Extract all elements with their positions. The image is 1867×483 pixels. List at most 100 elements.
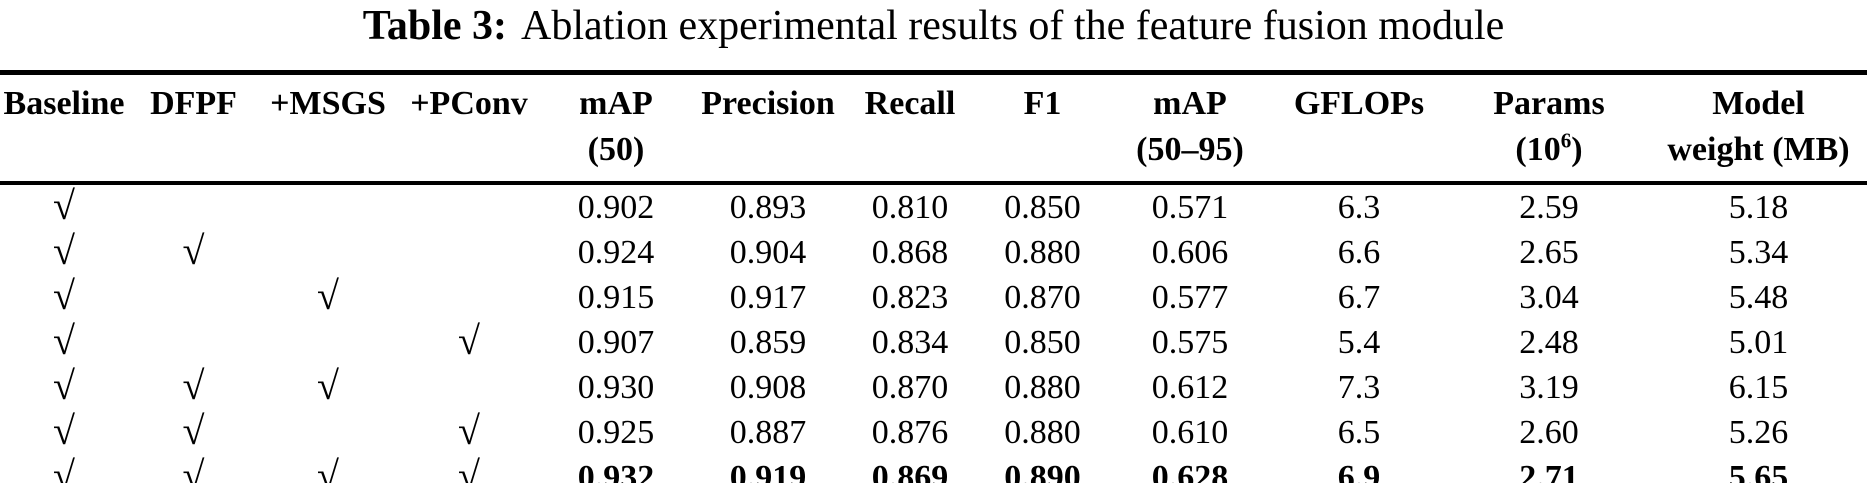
check-cell-pconv: √ [397,410,541,455]
check-cell-msgs [259,230,397,275]
check-cell-baseline: √ [0,455,128,483]
check-cell-dfpf: √ [128,410,259,455]
checkmark-icon: √ [53,318,75,363]
value-cell-gflops: 7.3 [1337,368,1381,406]
value-cell-model-weight: 5.01 [1728,323,1789,361]
value-cell-gflops: 6.5 [1337,413,1381,451]
checkmark-icon: √ [53,453,75,483]
header-cell-map5095: mAP (50–95) [1110,72,1270,185]
check-cell-pconv: √ [397,320,541,365]
table-caption-text: Ablation experimental results of the fea… [521,3,1505,49]
checkmark-icon: √ [458,408,480,453]
value-cell-precision: 0.908 [729,368,807,406]
value-cell-params: 2.71 [1519,458,1579,483]
header-cell-pconv: +PConv [397,72,541,185]
header-cell-map50: mAP (50) [541,72,691,185]
check-cell-baseline: √ [0,275,128,320]
header-cell-model-weight: Model weight (MB) [1650,72,1867,185]
table-caption: Table 3: Ablation experimental results of… [0,0,1867,52]
value-cell-map50: 0.924 [577,233,655,271]
check-cell-dfpf [128,183,259,230]
table-row: √ √ 0.907 0.859 0.834 0.850 0.575 5.4 2.… [0,320,1867,365]
checkmark-icon: √ [53,273,75,318]
checkmark-icon: √ [53,363,75,408]
value-cell-f1: 0.880 [1004,368,1081,406]
value-cell-map50: 0.907 [577,323,655,361]
value-cell-model-weight: 5.34 [1728,233,1789,271]
checkmark-icon: √ [182,453,205,483]
value-cell-params: 2.65 [1519,233,1579,271]
check-cell-dfpf: √ [128,455,259,483]
checkmark-icon: √ [53,228,75,273]
check-cell-dfpf [128,275,259,320]
header-cell-gflops: GFLOPs [1270,72,1448,185]
value-cell-params: 3.04 [1519,278,1579,316]
value-cell-gflops: 5.4 [1337,323,1381,361]
check-cell-pconv: √ [397,455,541,483]
check-cell-dfpf: √ [128,230,259,275]
value-cell-map5095: 0.606 [1151,233,1229,271]
value-cell-f1: 0.850 [1004,188,1081,226]
value-cell-recall: 0.869 [871,458,949,483]
check-cell-baseline: √ [0,230,128,275]
value-cell-recall: 0.868 [871,233,949,271]
value-cell-gflops: 6.6 [1337,233,1381,271]
checkmark-icon: √ [458,318,480,363]
value-cell-gflops: 6.7 [1337,278,1381,316]
value-cell-recall: 0.834 [871,323,949,361]
table-caption-label: Table 3: [362,3,508,49]
check-cell-pconv [397,183,541,230]
value-cell-precision: 0.887 [729,413,807,451]
table-row: √ √ 0.924 0.904 0.868 0.880 0.606 6.6 2.… [0,230,1867,275]
checkmark-icon: √ [182,363,205,408]
value-cell-model-weight: 6.15 [1728,368,1789,406]
check-cell-dfpf: √ [128,365,259,410]
value-cell-recall: 0.870 [871,368,949,406]
checkmark-icon: √ [317,363,339,408]
value-cell-gflops: 6.3 [1337,188,1381,226]
header-cell-baseline: Baseline [0,72,128,185]
checkmark-icon: √ [53,183,75,228]
value-cell-precision: 0.919 [729,458,807,483]
table-row: √ √ √ 0.930 0.908 0.870 0.880 0.612 7.3 … [0,365,1867,410]
header-cell-dfpf: DFPF [128,72,259,185]
value-cell-precision: 0.859 [729,323,807,361]
results-table: Baseline DFPF +MSGS +PConv mAP (50) Preci… [0,70,1867,483]
value-cell-params: 2.59 [1519,188,1579,226]
header-row: Baseline DFPF +MSGS +PConv mAP (50) Preci… [0,72,1867,185]
checkmark-icon: √ [317,453,339,483]
check-cell-pconv [397,365,541,410]
check-cell-msgs [259,320,397,365]
value-cell-recall: 0.876 [871,413,949,451]
checkmark-icon: √ [182,228,205,273]
value-cell-f1: 0.870 [1004,278,1081,316]
value-cell-map50: 0.915 [577,278,655,316]
check-cell-pconv [397,275,541,320]
value-cell-params: 2.60 [1519,413,1579,451]
value-cell-map50: 0.925 [577,413,655,451]
checkmark-icon: √ [317,273,339,318]
check-cell-baseline: √ [0,410,128,455]
check-cell-msgs: √ [259,365,397,410]
value-cell-gflops: 6.9 [1337,458,1381,483]
table-row: √ √ √ 0.925 0.887 0.876 0.880 0.610 6.5 … [0,410,1867,455]
value-cell-model-weight: 5.65 [1728,458,1789,483]
table-row: √ 0.902 0.893 0.810 0.850 0.571 6.3 2.59… [0,183,1867,230]
check-cell-baseline: √ [0,183,128,230]
value-cell-f1: 0.880 [1004,233,1081,271]
value-cell-precision: 0.917 [729,278,807,316]
check-cell-baseline: √ [0,365,128,410]
header-cell-recall: Recall [845,72,975,185]
value-cell-f1: 0.850 [1004,323,1081,361]
value-cell-map5095: 0.628 [1151,458,1229,483]
header-cell-precision: Precision [691,72,845,185]
check-cell-msgs: √ [259,275,397,320]
header-cell-f1: F1 [975,72,1110,185]
checkmark-icon: √ [182,408,205,453]
check-cell-msgs [259,183,397,230]
checkmark-icon: √ [458,453,480,483]
check-cell-pconv [397,230,541,275]
value-cell-precision: 0.893 [729,188,807,226]
value-cell-f1: 0.890 [1004,458,1081,483]
